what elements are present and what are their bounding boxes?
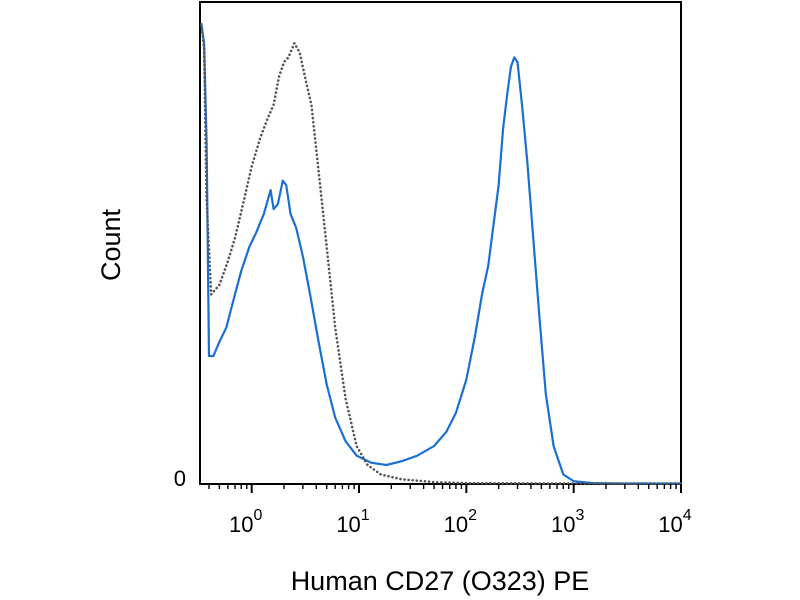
x-tick-label: 104 [658,507,691,537]
plot-border [199,1,682,485]
series-layer [200,22,683,485]
histogram-series-1 [200,23,683,485]
x-tick-label: 101 [336,507,369,537]
x-tick-label: 102 [444,507,477,537]
x-axis-title: Human CD27 (O323) PE [291,566,590,596]
x-axis: 100 101 102 103 104 [208,484,692,537]
plot-frame [199,1,682,485]
x-tick-label: 103 [551,507,584,537]
y-axis: 0 [174,466,186,491]
x-tick-label: 100 [229,507,262,537]
y-axis-title: Count [96,208,126,281]
y-tick-label: 0 [174,466,186,491]
histogram-series-2 [200,22,683,485]
